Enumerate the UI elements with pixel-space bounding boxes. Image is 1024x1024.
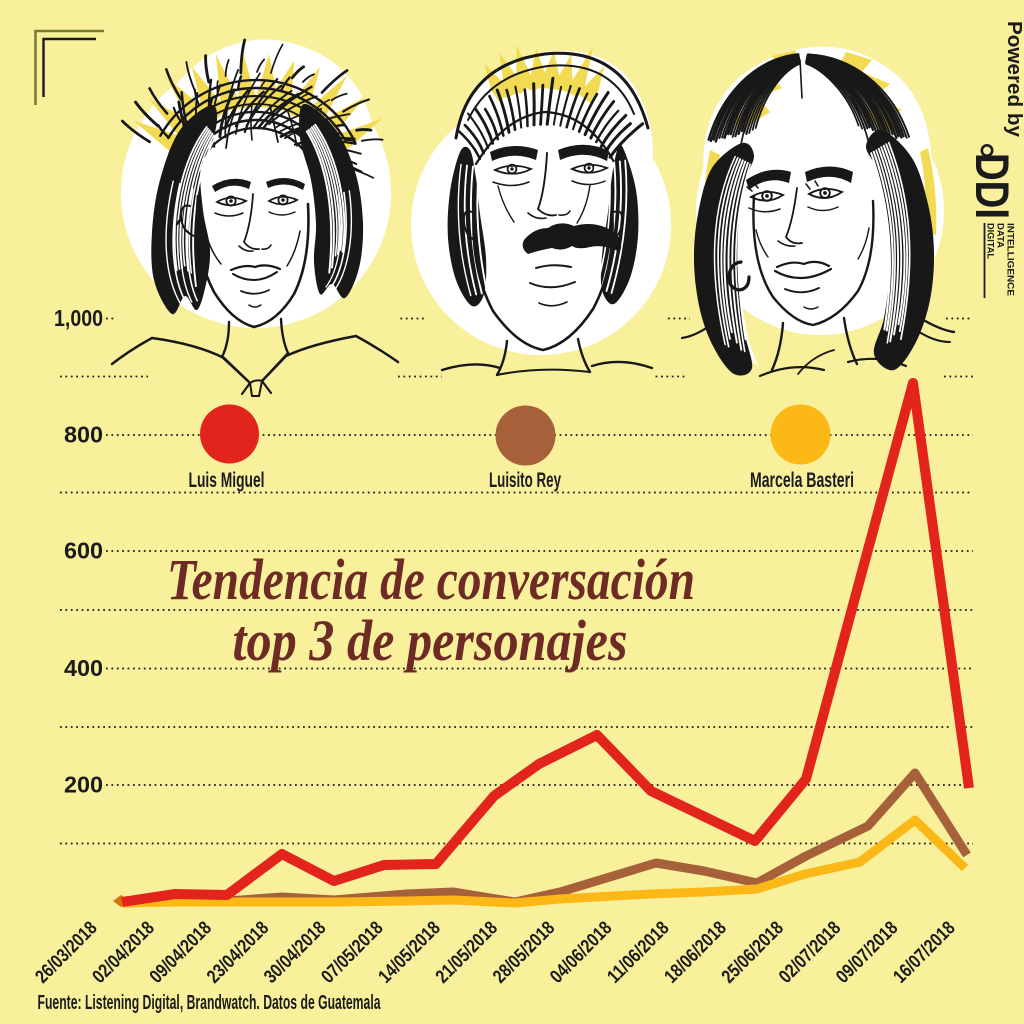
svg-text:DATA: DATA	[995, 223, 1006, 248]
svg-text:25/06/2018: 25/06/2018	[718, 918, 788, 988]
svg-text:Powered by: Powered by	[1003, 21, 1024, 138]
svg-text:09/07/2018: 09/07/2018	[832, 918, 902, 988]
svg-text:800: 800	[64, 422, 103, 448]
svg-text:Marcela Basteri: Marcela Basteri	[750, 469, 854, 492]
svg-text:18/06/2018: 18/06/2018	[661, 918, 731, 988]
svg-text:1,000: 1,000	[54, 305, 103, 331]
svg-text:DDI: DDI	[966, 153, 1019, 219]
svg-text:30/04/2018: 30/04/2018	[260, 918, 330, 988]
svg-text:21/05/2018: 21/05/2018	[432, 918, 502, 988]
svg-text:Luisito Rey: Luisito Rey	[489, 469, 561, 492]
svg-text:16/07/2018: 16/07/2018	[890, 918, 960, 988]
svg-text:23/04/2018: 23/04/2018	[203, 918, 273, 988]
svg-text:Tendencia de conversación: Tendencia de conversación	[167, 547, 695, 612]
svg-text:09/04/2018: 09/04/2018	[146, 918, 216, 988]
svg-text:Luis Miguel: Luis Miguel	[189, 469, 265, 492]
svg-text:DIGITAL: DIGITAL	[985, 223, 996, 259]
svg-text:top 3 de personajes: top 3 de personajes	[233, 608, 628, 673]
svg-text:INTELLIGENCE: INTELLIGENCE	[1005, 223, 1016, 296]
svg-text:Fuente: Listening Digital, Bra: Fuente: Listening Digital, Brandwatch. D…	[38, 991, 381, 1014]
svg-text:11/06/2018: 11/06/2018	[604, 918, 674, 988]
svg-text:02/07/2018: 02/07/2018	[775, 918, 845, 988]
svg-text:200: 200	[64, 772, 103, 798]
svg-text:02/04/2018: 02/04/2018	[89, 918, 159, 988]
svg-text:400: 400	[64, 655, 103, 681]
svg-text:28/05/2018: 28/05/2018	[489, 918, 559, 988]
svg-text:14/05/2018: 14/05/2018	[375, 918, 445, 988]
svg-text:26/03/2018: 26/03/2018	[32, 918, 102, 988]
svg-text:07/05/2018: 07/05/2018	[318, 918, 388, 988]
svg-text:600: 600	[64, 538, 103, 564]
svg-text:04/06/2018: 04/06/2018	[546, 918, 616, 988]
